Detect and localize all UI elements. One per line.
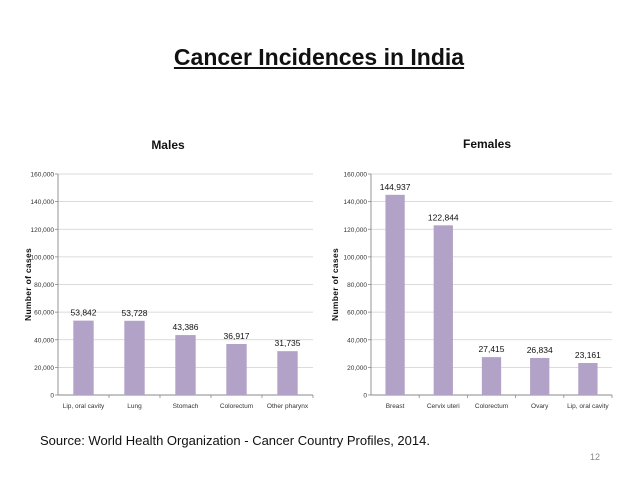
page-number: 12 xyxy=(589,452,600,462)
females-chart-title: Females xyxy=(463,137,511,151)
females-y-tick-label: 120,000 xyxy=(344,227,368,234)
males-category-label: Lung xyxy=(127,403,142,410)
males-data-label: 36,917 xyxy=(224,331,250,341)
females-category-label: Cervix uteri xyxy=(427,403,460,410)
males-y-tick-label: 20,000 xyxy=(34,365,54,372)
males-bar xyxy=(124,320,145,395)
males-category-label: Colorectum xyxy=(220,403,253,410)
males-y-tick-label: 160,000 xyxy=(31,172,55,179)
males-bar xyxy=(73,320,94,395)
males-data-label: 43,386 xyxy=(173,322,199,332)
females-category-label: Lip, oral cavity xyxy=(567,403,609,410)
males-y-tick-label: 0 xyxy=(50,393,54,400)
females-bar xyxy=(385,194,405,395)
females-bar xyxy=(578,363,598,395)
males-bar xyxy=(175,335,196,395)
females-bar xyxy=(433,225,453,395)
females-y-axis-label: Number of cases xyxy=(330,248,340,321)
females-data-label: 26,834 xyxy=(527,345,553,355)
males-y-axis-label: Number of cases xyxy=(23,248,33,321)
females-data-label: 144,937 xyxy=(380,182,411,192)
males-y-tick-label: 140,000 xyxy=(31,199,55,206)
males-data-label: 53,728 xyxy=(122,308,148,318)
females-data-label: 23,161 xyxy=(575,350,601,360)
females-bar xyxy=(481,357,502,395)
males-y-tick-label: 40,000 xyxy=(34,337,54,344)
males-category-label: Lip, oral cavity xyxy=(63,403,105,410)
females-category-label: Colorectum xyxy=(475,403,508,410)
males-y-tick-label: 80,000 xyxy=(34,282,54,289)
males-category-label: Stomach xyxy=(173,403,199,410)
females-y-tick-label: 0 xyxy=(363,393,367,400)
females-data-label: 122,844 xyxy=(428,212,459,222)
males-y-tick-label: 60,000 xyxy=(34,310,54,317)
source-citation: Source: World Health Organization - Canc… xyxy=(40,433,430,448)
females-y-tick-label: 60,000 xyxy=(347,310,367,317)
females-y-tick-label: 100,000 xyxy=(344,254,368,261)
females-y-tick-label: 20,000 xyxy=(347,365,367,372)
slide-title: Cancer Incidences in India xyxy=(173,44,465,70)
females-y-tick-label: 140,000 xyxy=(344,199,368,206)
males-bar xyxy=(226,344,247,395)
males-bar xyxy=(277,351,298,395)
males-y-tick-label: 100,000 xyxy=(31,254,55,261)
males-category-label: Other pharynx xyxy=(267,403,309,410)
males-chart-title: Males xyxy=(151,138,185,152)
females-data-label: 27,415 xyxy=(479,344,505,354)
males-y-tick-label: 120,000 xyxy=(31,227,55,234)
females-category-label: Ovary xyxy=(531,403,549,410)
males-data-label: 53,842 xyxy=(71,308,97,318)
females-y-tick-label: 80,000 xyxy=(347,282,367,289)
females-y-tick-label: 40,000 xyxy=(347,337,367,344)
females-y-tick-label: 160,000 xyxy=(344,172,368,179)
males-data-label: 31,735 xyxy=(275,338,301,348)
females-category-label: Breast xyxy=(386,403,405,410)
females-bar xyxy=(530,357,550,395)
